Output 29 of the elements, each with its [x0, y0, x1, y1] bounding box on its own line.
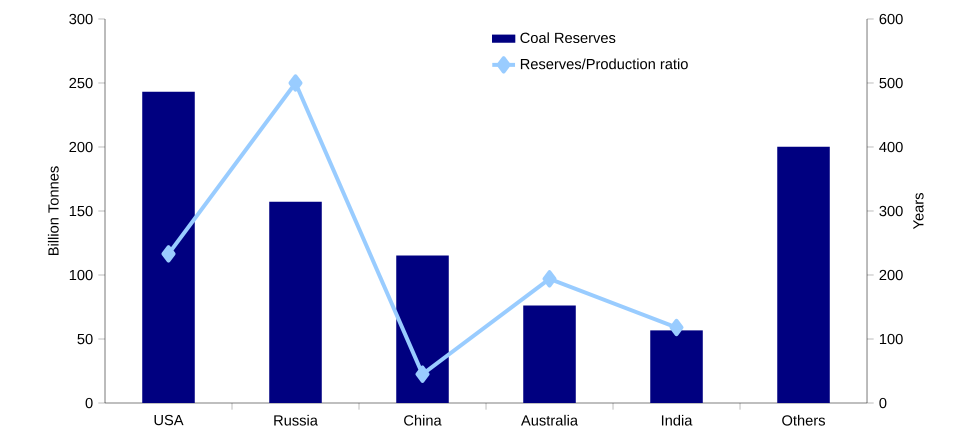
y2-tick-label: 0 — [879, 398, 886, 408]
y-tick-label: 50 — [77, 334, 93, 344]
y-tick-label: 200 — [69, 142, 93, 152]
x-tick-label: Australia — [521, 414, 578, 426]
point — [542, 270, 557, 288]
point — [670, 318, 684, 336]
y2-tick-label: 400 — [879, 142, 903, 152]
x-tick-label: USA — [154, 414, 184, 426]
y-tick-label: 300 — [69, 14, 93, 24]
y-tick-label: 250 — [69, 78, 93, 88]
y-axis-title: Billion Tonnes — [48, 166, 59, 256]
y2-tick-label: 100 — [880, 334, 903, 344]
point — [288, 74, 303, 92]
y-tick-label: 0 — [86, 398, 93, 408]
y2-tick-label: 300 — [879, 206, 903, 216]
point — [416, 366, 430, 383]
y2-tick-label: 200 — [880, 270, 903, 280]
y-tick-label: 100 — [70, 270, 93, 280]
x-tick-label: India — [662, 414, 692, 426]
y2-axis-title: Years — [913, 193, 924, 230]
y-tick-label: 150 — [70, 206, 93, 216]
point — [162, 245, 176, 263]
legend-label: Reserves/Production ratio — [520, 58, 688, 70]
x-tick-label: Russia — [274, 414, 318, 426]
x-tick-label: Others — [782, 414, 825, 426]
y2-tick-label: 500 — [879, 78, 903, 88]
legend-label: Coal Reserves — [520, 32, 616, 44]
x-tick-label: China — [404, 414, 442, 426]
y2-tick-label: 600 — [880, 14, 903, 24]
